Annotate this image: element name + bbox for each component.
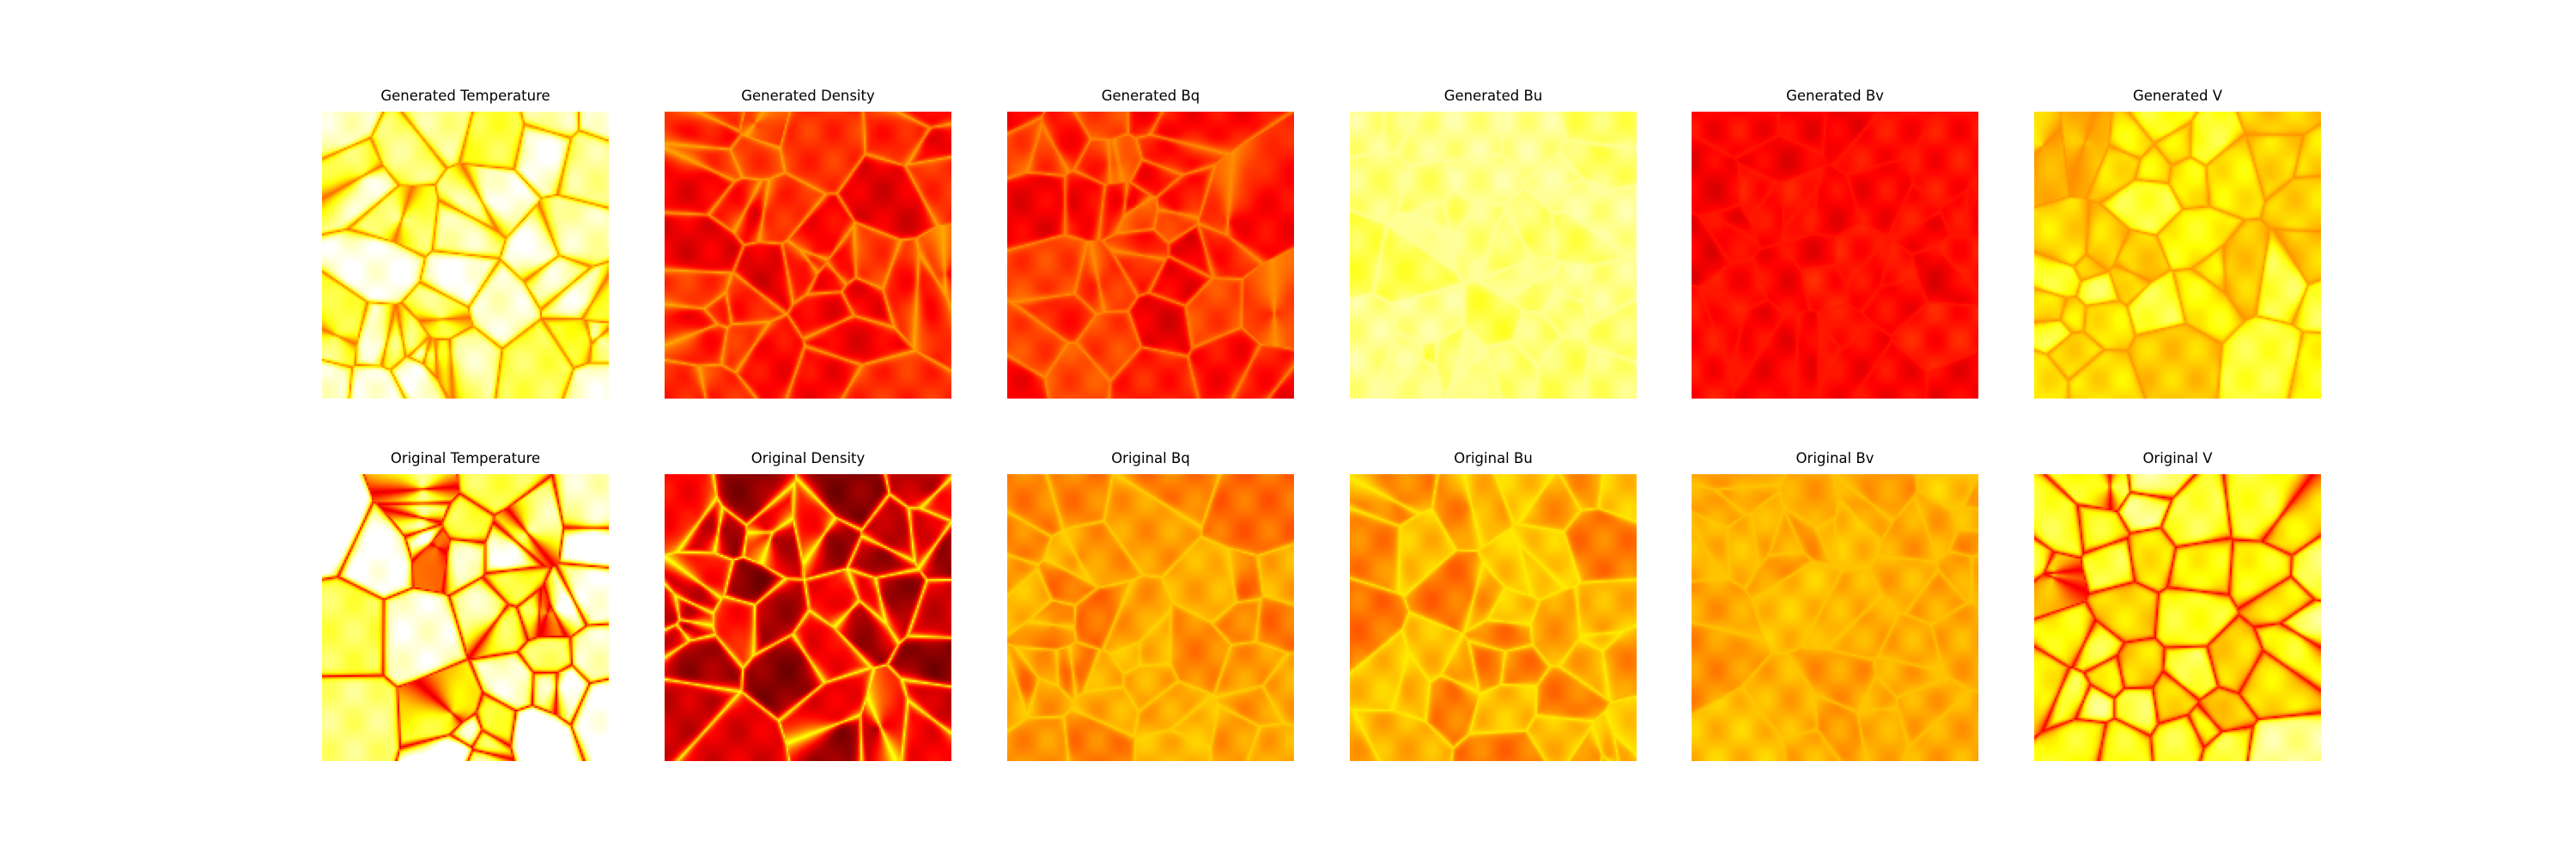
- panel-original-density: Original Density: [665, 448, 951, 761]
- heatmap-generated-bu: [1350, 112, 1637, 399]
- heatmap-original-temperature: [322, 474, 609, 761]
- heatmap-original-bv: [1692, 474, 1978, 761]
- panel-generated-v: Generated V: [2034, 85, 2321, 399]
- panel-title: Generated Temperature: [380, 88, 550, 104]
- panel-original-bu: Original Bu: [1350, 448, 1637, 761]
- panel-generated-bv: Generated Bv: [1692, 85, 1978, 399]
- panel-title: Generated Bv: [1786, 88, 1884, 104]
- panel-title: Generated V: [2132, 88, 2223, 104]
- heatmap-generated-v: [2034, 112, 2321, 399]
- panel-title: Original Bq: [1111, 450, 1190, 466]
- panel-title: Generated Bq: [1101, 88, 1200, 104]
- panel-title: Original Bu: [1454, 450, 1533, 466]
- heatmap-generated-bq: [1007, 112, 1294, 399]
- heatmap-generated-density: [665, 112, 951, 399]
- panel-title: Original Temperature: [390, 450, 541, 466]
- heatmap-original-v: [2034, 474, 2321, 761]
- heatmap-generated-temperature: [322, 112, 609, 399]
- panel-generated-bq: Generated Bq: [1007, 85, 1294, 399]
- panel-original-temperature: Original Temperature: [322, 448, 609, 761]
- panel-generated-temperature: Generated Temperature: [322, 85, 609, 399]
- panel-title: Generated Density: [741, 88, 875, 104]
- panel-generated-density: Generated Density: [665, 85, 951, 399]
- panel-title: Original V: [2142, 450, 2213, 466]
- panel-title: Original Density: [750, 450, 866, 466]
- heatmap-original-bu: [1350, 474, 1637, 761]
- heatmap-generated-bv: [1692, 112, 1978, 399]
- heatmap-original-density: [665, 474, 951, 761]
- panel-title: Generated Bu: [1443, 88, 1543, 104]
- panel-original-bq: Original Bq: [1007, 448, 1294, 761]
- heatmap-original-bq: [1007, 474, 1294, 761]
- panel-title: Original Bv: [1795, 450, 1874, 466]
- panel-original-v: Original V: [2034, 448, 2321, 761]
- panel-generated-bu: Generated Bu: [1350, 85, 1637, 399]
- panel-original-bv: Original Bv: [1692, 448, 1978, 761]
